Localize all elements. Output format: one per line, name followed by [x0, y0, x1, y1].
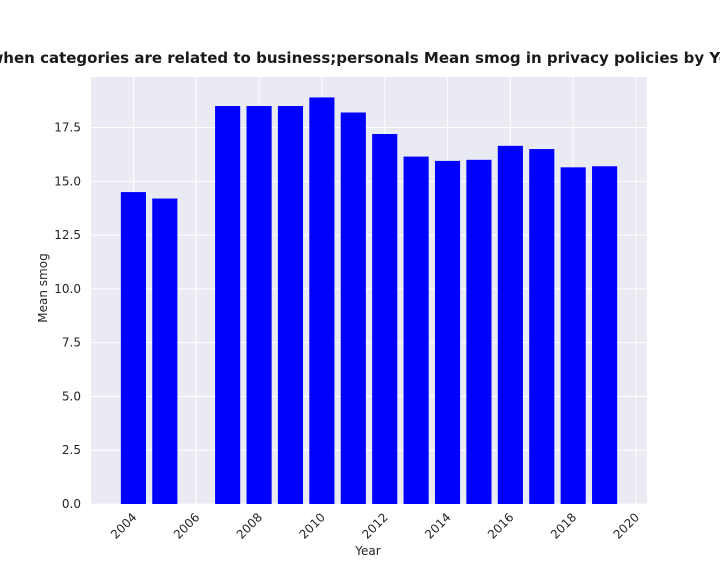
x-tick-label: 2012 — [359, 510, 390, 541]
y-axis-label: Mean smog — [36, 253, 50, 322]
x-tick-label: 2014 — [422, 510, 453, 541]
bar-2013 — [403, 156, 429, 505]
y-tick-label: 5.0 — [62, 389, 81, 403]
bar-2019 — [592, 166, 618, 504]
y-tick-label: 17.5 — [54, 121, 81, 135]
y-tick-label: 12.5 — [54, 228, 81, 242]
bar-2012 — [372, 134, 398, 504]
x-tick-labels: 2004 2006 2008 2010 2012 2014 2016 2018 2020 — [108, 510, 642, 541]
y-tick-label: 15.0 — [54, 174, 81, 188]
y-tick-label: 0.0 — [62, 497, 81, 511]
bar-2015 — [466, 159, 492, 504]
bar-2007 — [215, 106, 241, 505]
bar-2018 — [560, 167, 586, 505]
bar-2008 — [246, 106, 272, 505]
y-tick-label: 2.5 — [62, 443, 81, 457]
x-tick-label: 2004 — [108, 510, 139, 541]
bar-2014 — [434, 160, 461, 504]
x-axis-label: Year — [354, 544, 380, 558]
y-tick-label: 7.5 — [62, 336, 81, 350]
bar-2009 — [277, 106, 304, 505]
bar-2005 — [152, 198, 178, 504]
x-tick-label: 2018 — [548, 510, 579, 541]
bar-2011 — [340, 112, 366, 504]
chart-title: when categories are related to business;… — [0, 49, 720, 67]
bar-2016 — [497, 145, 523, 504]
y-tick-labels: 0.0 2.5 5.0 7.5 10.0 12.5 15.0 17.5 — [54, 121, 81, 511]
bar-2017 — [529, 149, 555, 504]
y-tick-label: 10.0 — [54, 282, 81, 296]
x-tick-label: 2020 — [611, 510, 642, 541]
bar-2010 — [309, 97, 335, 505]
x-tick-label: 2006 — [171, 510, 202, 541]
x-tick-label: 2008 — [234, 510, 265, 541]
bars — [120, 97, 618, 505]
x-tick-label: 2016 — [485, 510, 516, 541]
x-tick-label: 2010 — [297, 510, 328, 541]
bar-2004 — [120, 192, 146, 505]
